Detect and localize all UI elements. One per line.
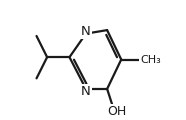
Text: N: N [81, 85, 91, 98]
Text: CH₃: CH₃ [140, 54, 161, 65]
Text: CH₃: CH₃ [140, 54, 161, 65]
Text: OH: OH [107, 105, 126, 118]
Text: OH: OH [107, 105, 126, 118]
Text: N: N [81, 85, 91, 98]
Text: N: N [81, 25, 91, 38]
Text: N: N [81, 25, 91, 38]
